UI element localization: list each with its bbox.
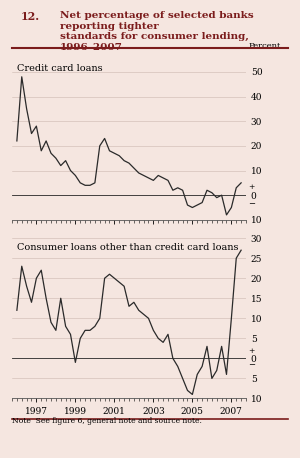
Text: Consumer loans other than credit card loans: Consumer loans other than credit card lo… xyxy=(17,243,238,252)
Text: Credit card loans: Credit card loans xyxy=(17,65,102,73)
Text: Net percentage of selected banks reporting tighter
standards for consumer lendin: Net percentage of selected banks reporti… xyxy=(60,11,254,52)
Text: −: − xyxy=(248,361,255,370)
Text: −: − xyxy=(248,200,255,208)
Text: 12.: 12. xyxy=(21,11,40,22)
Text: Note  See figure 6, general note and source note.: Note See figure 6, general note and sour… xyxy=(12,417,202,425)
Text: +: + xyxy=(248,183,255,191)
Text: +: + xyxy=(248,347,255,355)
Text: Percent: Percent xyxy=(249,42,281,50)
